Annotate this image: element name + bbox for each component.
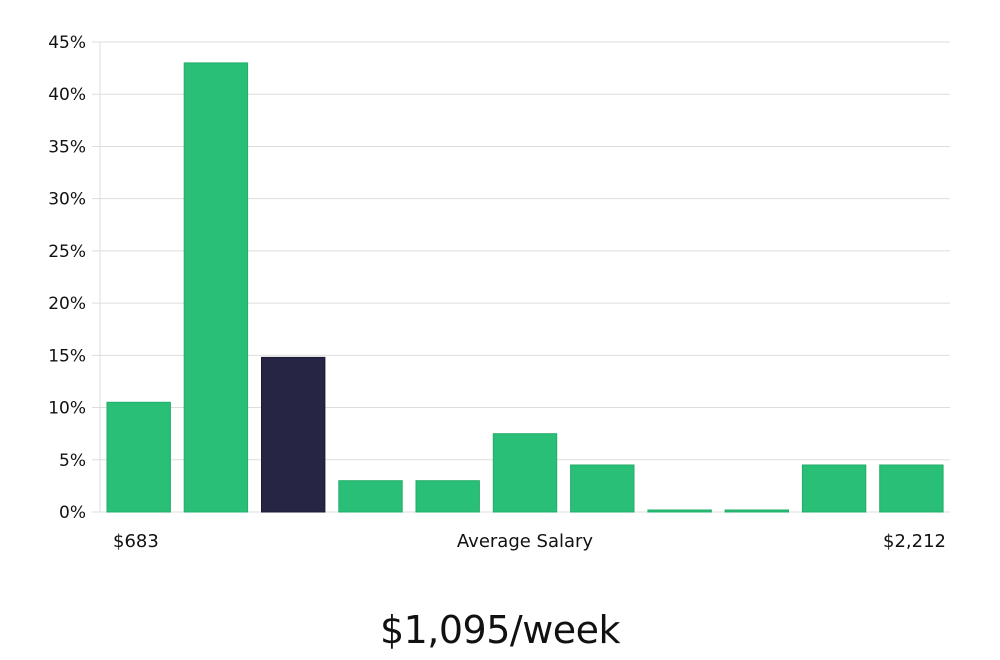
bar-highlighted (261, 356, 326, 513)
bar (415, 480, 480, 513)
bar (492, 433, 558, 513)
bar (801, 464, 867, 513)
y-tick-label: 10% (48, 399, 86, 419)
bar (106, 401, 171, 513)
x-max-label: $2,212 (883, 531, 946, 552)
y-tick-label: 0% (59, 503, 86, 523)
bar (724, 509, 789, 513)
y-tick-label: 5% (59, 451, 86, 471)
bar (183, 62, 249, 513)
y-tick-label: 30% (48, 190, 86, 210)
bar (879, 464, 944, 513)
average-weekly-salary: $1,095/week (379, 608, 621, 652)
y-tick-label: 35% (48, 137, 86, 157)
bars (106, 62, 944, 513)
salary-histogram: 0% 5% 10% 15% 20% 25% 30% 35% 40% 45% $683 Averag… (48, 33, 950, 552)
bar (570, 464, 635, 513)
x-axis-label: Average Salary (457, 531, 594, 552)
x-min-label: $683 (113, 531, 159, 552)
bar (338, 480, 403, 513)
bar (647, 509, 712, 513)
y-tick-label: 25% (48, 242, 86, 262)
y-axis-ticks: 0% 5% 10% 15% 20% 25% 30% 35% 40% 45% (48, 33, 86, 523)
y-tick-label: 15% (48, 346, 86, 366)
y-tick-label: 45% (48, 33, 86, 53)
y-tick-label: 20% (48, 294, 86, 314)
y-tick-label: 40% (48, 85, 86, 105)
